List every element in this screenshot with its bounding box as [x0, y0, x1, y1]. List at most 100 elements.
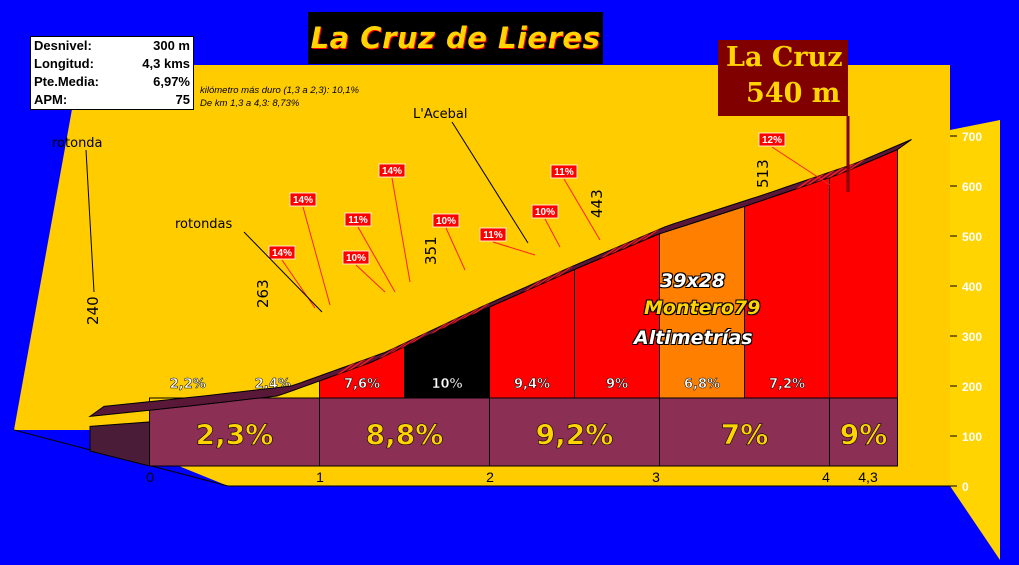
steep-ramp-stripe [389, 341, 409, 354]
ramp-label-box [344, 212, 372, 227]
summit-altitude: 540 m [746, 78, 841, 109]
ramp-label: 10% [346, 253, 366, 264]
ramp-label-box [531, 204, 559, 219]
note-hardest-km: kilómetro más duro (1,3 a 2,3): 10,1% [200, 85, 359, 96]
steep-ramp-stripe [600, 246, 620, 259]
ramp-leader-line [302, 206, 331, 306]
stats-row-apm: APM: 75 [31, 91, 193, 109]
segment-grade-label: 7,6% [344, 377, 380, 392]
km-grade-label: 7% [721, 418, 769, 451]
y-tick-label: 100 [962, 430, 982, 444]
ramp-leader-line [445, 227, 466, 271]
place-label: rotondas [175, 217, 233, 232]
km-grade-label: 8,8% [366, 418, 444, 451]
km-grade-label: 9,2% [536, 418, 614, 451]
steep-ramp-stripe [805, 173, 825, 186]
steep-ramp-stripe [795, 177, 815, 190]
steep-ramp-stripe [620, 237, 640, 250]
ramp-label-box [479, 227, 507, 242]
stats-value: 300 m [153, 38, 190, 53]
x-tick-label: 2 [486, 469, 494, 485]
right-side-panel [950, 120, 1000, 560]
steep-ramp-stripe [450, 312, 470, 325]
ramp-leader-line [492, 241, 536, 256]
ramp-leader-line [771, 146, 831, 186]
steep-ramp-stripe [460, 307, 480, 321]
km-band [489, 397, 660, 467]
segment-grade-label: 9% [606, 377, 628, 392]
credit-line-2: Montero79 [644, 297, 761, 319]
km-grade-label: 2,3% [196, 418, 274, 451]
steep-ramp-stripe [430, 322, 450, 335]
steep-ramp-stripe [630, 233, 650, 246]
km-grade-label: 9% [840, 418, 888, 451]
x-tick-label: 0 [146, 469, 154, 485]
segment-grade-label: 10% [431, 377, 462, 392]
steep-ramp-stripe [470, 303, 490, 316]
ramp-leader-line [544, 218, 561, 248]
y-tick-label: 600 [962, 180, 982, 194]
steep-ramp-stripe [440, 317, 460, 330]
ramp-label-box [289, 192, 317, 207]
steep-ramp-stripe [379, 346, 399, 359]
credit-line-3: Altimetrías [634, 327, 753, 349]
km-band [829, 397, 898, 467]
credit-line-1: 39x28 [660, 270, 726, 292]
steep-ramp-stripe [523, 279, 543, 292]
steep-ramp-stripe [356, 355, 376, 368]
segment-grade-label: 9,4% [514, 377, 550, 392]
ramp-label-box [378, 163, 406, 178]
steep-ramp-stripe [554, 265, 574, 279]
steep-ramp-stripe [543, 270, 563, 283]
y-tick-label: 700 [962, 130, 982, 144]
altitude-label: 351 [422, 236, 440, 265]
altitude-label: 240 [84, 296, 102, 325]
steep-ramp-stripe [409, 331, 429, 345]
steep-ramp-stripe [336, 362, 356, 375]
notes: kilómetro más duro (1,3 a 2,3): 10,1% De… [200, 84, 359, 110]
ramp-leader-line [391, 177, 411, 283]
place-label: rotonda [52, 136, 103, 151]
stats-label: APM: [34, 92, 68, 107]
steep-ramp-stripe [836, 163, 856, 176]
segment-grade-label: 2,2% [170, 377, 206, 392]
stats-label: Longitud: [34, 56, 94, 71]
altitude-label: 513 [754, 159, 772, 188]
ramp-label: 11% [554, 167, 574, 178]
stats-label: Pte.Media: [34, 74, 100, 89]
steep-ramp-stripe [533, 275, 553, 288]
ramp-leader-line [563, 178, 601, 241]
profile-segment [744, 176, 830, 399]
altitude-label: 443 [588, 189, 606, 218]
ramp-label: 12% [762, 135, 782, 146]
stats-value: 6,97% [153, 74, 190, 89]
ramp-label-box [268, 245, 296, 260]
summit-sign: La Cruz 540 m [718, 40, 848, 116]
place-leader-line [243, 231, 323, 313]
title-box: La Cruz de Lieres [308, 12, 603, 64]
stats-row-desnivel: Desnivel: 300 m [31, 37, 193, 55]
stats-value: 4,3 kms [142, 56, 190, 71]
place-label: L'Acebal [413, 107, 467, 122]
x-tick-label: 4,3 [858, 469, 878, 485]
ramp-label-box [758, 132, 786, 147]
y-tick-label: 300 [962, 330, 982, 344]
ramp-label-box [550, 164, 578, 179]
y-tick-label: 200 [962, 380, 982, 394]
steep-ramp-stripe [846, 159, 866, 172]
chart-title: La Cruz de Lieres [310, 21, 601, 55]
ramp-leader-line [281, 259, 316, 309]
steep-ramp-stripe [640, 228, 660, 242]
ramp-label: 10% [436, 216, 456, 227]
ramp-label-box [432, 213, 460, 228]
y-tick-label: 0 [962, 480, 969, 494]
stats-value: 75 [175, 92, 190, 107]
x-tick-label: 3 [652, 469, 660, 485]
stats-row-longitud: Longitud: 4,3 kms [31, 55, 193, 73]
ramp-label: 11% [483, 230, 503, 241]
steep-ramp-stripe [610, 242, 630, 255]
ramp-label: 11% [348, 215, 368, 226]
summit-name: La Cruz [726, 42, 843, 73]
ramp-leader-line [357, 226, 396, 293]
